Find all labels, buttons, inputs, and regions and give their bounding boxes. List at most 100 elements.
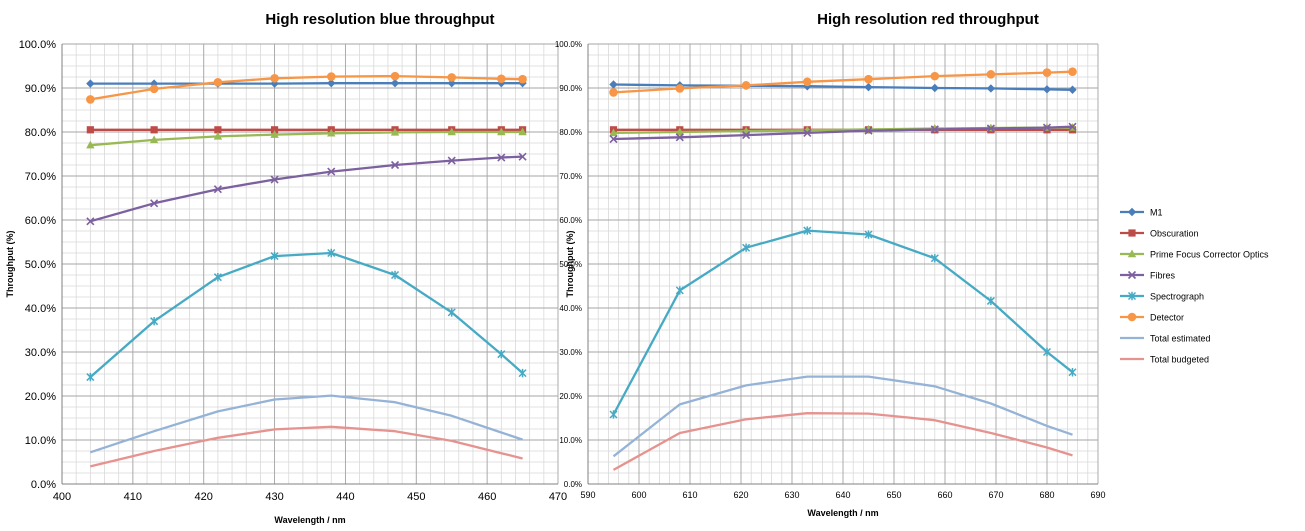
legend-item-obscuration: Obscuration <box>1120 229 1199 239</box>
blue-point-fibres <box>390 160 400 170</box>
red-y-tick-label: 80.0% <box>559 128 582 137</box>
blue-y-tick-label: 20.0% <box>25 391 56 403</box>
blue-point-m1 <box>149 79 159 88</box>
red-point-fibres <box>986 124 995 133</box>
red-series-line-total-estimated <box>612 375 1073 458</box>
red-point-detector <box>741 81 751 90</box>
blue-y-tick-label: 60.0% <box>25 215 56 227</box>
blue-point-prime-focus-corrector-optics <box>390 127 400 136</box>
blue-point-prime-focus-corrector-optics <box>149 135 159 144</box>
red-y-tick-label: 0.0% <box>564 480 582 489</box>
red-point-detector <box>986 70 996 79</box>
blue-series-total-budgeted <box>90 425 523 468</box>
blue-point-prime-focus-corrector-optics <box>327 128 336 137</box>
red-point-fibres <box>930 125 939 134</box>
red-point-detector <box>803 77 812 87</box>
legend-label: Detector <box>1150 313 1184 323</box>
red-point-fibres <box>675 133 684 142</box>
red-x-tick-label: 660 <box>937 490 952 500</box>
red-point-detector <box>930 71 940 81</box>
blue-point-detector <box>326 72 336 81</box>
legend-swatch-marker <box>1127 207 1137 217</box>
blue-point-obscuration <box>150 126 158 134</box>
red-gridlines <box>587 43 1099 485</box>
red-throughput-chart: 0.0% 10.0% 20.0% 30.0% 40.0% 50.0% 60.0% 70.0% 8… <box>555 11 1106 518</box>
legend-item-total-budgeted: Total budgeted <box>1120 355 1209 365</box>
blue-series-prime-focus-corrector-optics <box>86 127 527 149</box>
chart-legend: M1 Obscuration Prime Focus Corrector Optic… <box>1120 208 1269 365</box>
blue-point-detector <box>86 95 95 104</box>
red-point-m1 <box>1068 85 1077 94</box>
blue-point-obscuration <box>86 126 94 134</box>
red-x-tick-label: 620 <box>733 490 748 500</box>
blue-series-line-total-estimated <box>89 394 523 454</box>
blue-point-fibres <box>270 175 279 184</box>
red-point-detector <box>675 84 685 93</box>
blue-point-spectrograph <box>213 273 222 282</box>
red-x-tick-label: 640 <box>835 490 850 500</box>
red-x-axis-label: Wavelength / nm <box>807 508 878 518</box>
blue-x-tick-label: 450 <box>407 491 425 503</box>
blue-point-spectrograph <box>497 350 506 359</box>
red-series-fibres <box>609 122 1077 144</box>
blue-x-tick-label: 420 <box>195 491 213 503</box>
red-y-tick-label: 20.0% <box>559 392 582 401</box>
red-point-prime-focus-corrector-optics <box>609 128 618 137</box>
blue-y-tick-label: 90.0% <box>25 83 56 95</box>
blue-y-tick-label: 80.0% <box>25 127 56 139</box>
blue-chart-title: High resolution blue throughput <box>265 11 494 28</box>
red-y-tick-label: 100.0% <box>555 40 582 49</box>
blue-point-spectrograph <box>390 270 400 280</box>
red-y-tick-label: 30.0% <box>559 348 582 357</box>
legend-label: M1 <box>1150 208 1163 218</box>
red-series-total-budgeted <box>612 412 1073 471</box>
legend-label: Total budgeted <box>1150 355 1209 365</box>
legend-swatch-marker <box>1128 229 1136 237</box>
legend-label: Prime Focus Corrector Optics <box>1150 250 1269 260</box>
blue-point-m1 <box>86 79 95 88</box>
red-series-total-estimated <box>612 375 1073 458</box>
blue-point-fibres <box>447 156 456 165</box>
blue-point-fibres <box>497 153 506 162</box>
blue-point-prime-focus-corrector-optics <box>86 140 95 149</box>
blue-point-prime-focus-corrector-optics <box>213 131 223 140</box>
legend-label: Spectrograph <box>1150 292 1204 302</box>
blue-point-spectrograph <box>86 372 95 382</box>
red-point-detector <box>1042 68 1052 77</box>
legend-swatch-marker <box>1127 270 1137 280</box>
red-series-detector <box>609 67 1077 97</box>
red-point-m1 <box>986 84 996 93</box>
blue-x-tick-label: 470 <box>549 491 567 503</box>
red-x-tick-label: 650 <box>886 490 901 500</box>
red-y-tick-label: 40.0% <box>559 304 582 313</box>
red-point-fibres <box>742 131 751 140</box>
blue-series-total-estimated <box>89 394 523 454</box>
red-point-spectrograph <box>609 410 618 419</box>
legend-item-fibres: Fibres <box>1120 271 1176 281</box>
blue-x-axis-label: Wavelength / nm <box>274 515 345 525</box>
legend-swatch-marker <box>1127 291 1137 301</box>
red-y-tick-label: 50.0% <box>559 260 582 269</box>
red-point-fibres <box>609 134 618 144</box>
red-point-fibres <box>864 126 873 135</box>
blue-point-prime-focus-corrector-optics <box>270 130 279 138</box>
blue-series-fibres <box>86 152 527 226</box>
blue-series-spectrograph <box>86 248 527 382</box>
blue-point-fibres <box>150 199 159 208</box>
red-point-detector <box>609 88 618 97</box>
blue-gridlines <box>61 43 559 485</box>
red-y-tick-label: 10.0% <box>559 436 582 445</box>
blue-series-line-total-budgeted <box>90 425 523 468</box>
blue-y-tick-label: 70.0% <box>25 171 56 183</box>
red-point-spectrograph <box>864 230 873 239</box>
blue-point-detector <box>497 74 506 84</box>
blue-y-tick-label: 40.0% <box>25 303 56 315</box>
red-x-tick-label: 590 <box>580 490 595 500</box>
legend-label: Fibres <box>1150 271 1176 281</box>
blue-x-tick-label: 460 <box>478 491 496 503</box>
red-point-spectrograph <box>1068 368 1077 377</box>
legend-label: Obscuration <box>1150 229 1199 239</box>
red-point-spectrograph <box>742 243 751 252</box>
blue-point-detector <box>447 73 457 82</box>
blue-y-tick-label: 100.0% <box>19 39 57 51</box>
